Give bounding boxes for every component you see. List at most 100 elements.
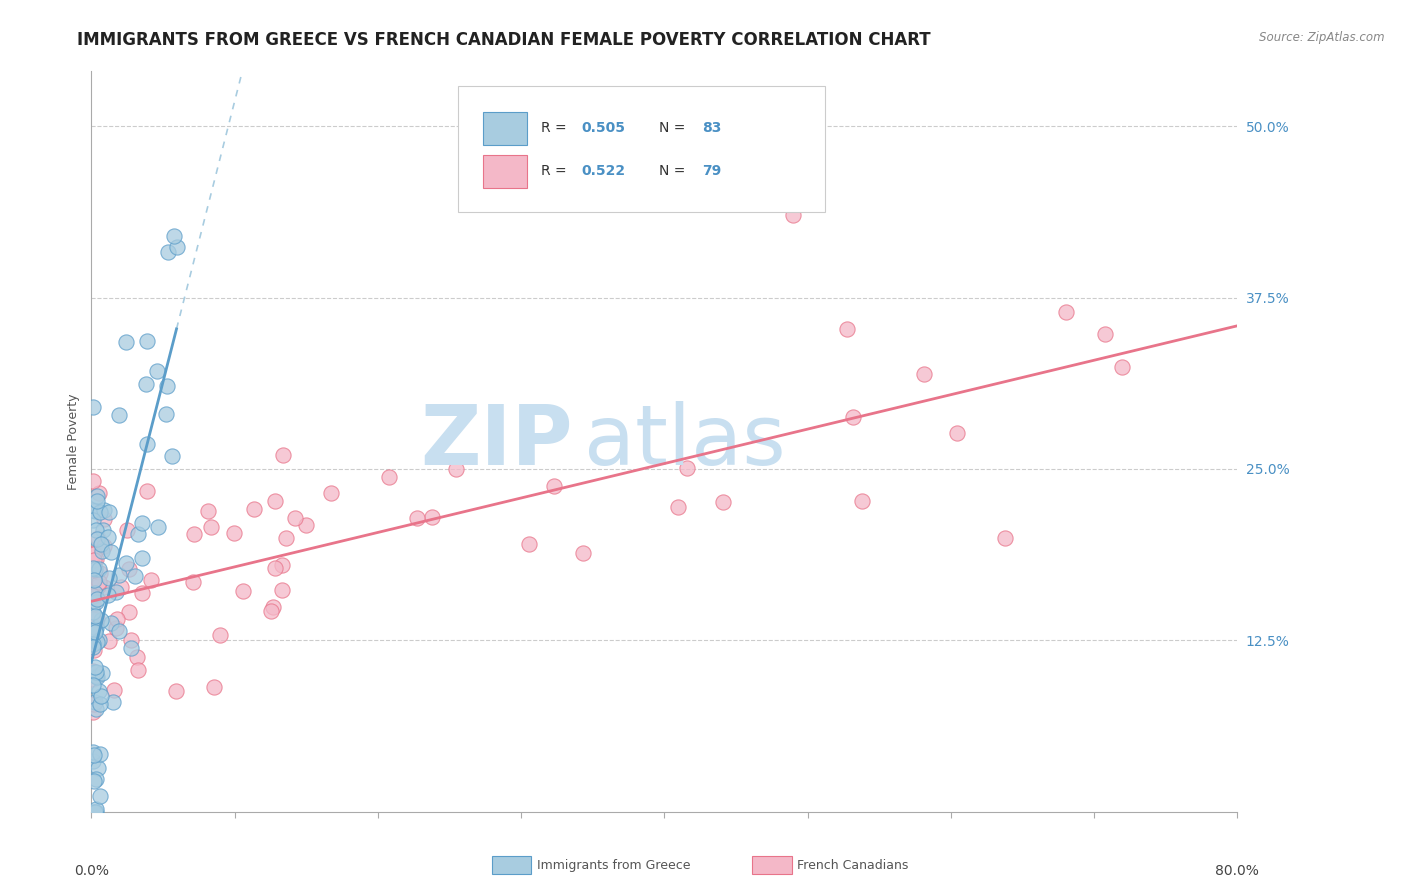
Point [82, 474, 104, 488]
Point [87, 683, 110, 698]
Text: French Canadians: French Canadians [797, 859, 908, 871]
Point [131, 586, 153, 600]
Text: 0.522: 0.522 [582, 164, 626, 178]
Point [127, 650, 149, 665]
Point [101, 695, 124, 709]
Point [264, 561, 287, 575]
Point [82, 589, 104, 603]
Point [82, 637, 104, 651]
Point [90, 543, 112, 558]
Point [105, 611, 128, 625]
Point [711, 495, 734, 509]
Point [97, 588, 120, 602]
Point [84, 669, 107, 683]
Point [319, 486, 342, 500]
Point [84, 551, 107, 566]
Point [157, 244, 180, 259]
Point [912, 368, 935, 382]
Y-axis label: Female Poverty: Female Poverty [67, 393, 80, 490]
Point [83, 545, 105, 559]
Point [124, 569, 146, 583]
Point [163, 228, 186, 243]
Point [517, 537, 540, 551]
Point [83, 695, 105, 709]
Point [197, 503, 219, 517]
Point [86, 702, 108, 716]
Point [181, 575, 204, 590]
Point [162, 449, 184, 463]
Point [97, 505, 120, 519]
Point [82, 605, 104, 619]
Text: R =: R = [540, 121, 571, 136]
Point [86, 671, 108, 685]
Point [90, 613, 112, 627]
Point [93, 539, 115, 553]
Point [82, 705, 104, 719]
Point [83, 573, 105, 587]
Point [90, 689, 112, 703]
Point [83, 643, 105, 657]
Point [156, 378, 179, 392]
Point [200, 519, 222, 533]
Point [1094, 327, 1116, 342]
Point [105, 621, 128, 635]
Point [145, 364, 167, 378]
Point [676, 461, 699, 475]
Point [115, 335, 138, 350]
Point [271, 558, 294, 572]
Point [86, 523, 108, 537]
Point [89, 747, 111, 761]
Text: 0.505: 0.505 [582, 121, 626, 136]
Point [1054, 304, 1077, 318]
Point [82, 561, 104, 575]
Point [1111, 359, 1133, 374]
Point [84, 562, 107, 576]
Point [444, 462, 467, 476]
Text: N =: N = [658, 164, 689, 178]
Point [108, 567, 131, 582]
Text: 83: 83 [702, 121, 721, 136]
Point [103, 682, 125, 697]
Point [84, 665, 107, 679]
Point [89, 697, 111, 711]
Point [83, 659, 105, 673]
Point [84, 805, 107, 819]
Point [84, 621, 107, 635]
Point [202, 680, 225, 694]
Text: Immigrants from Greece: Immigrants from Greece [537, 859, 690, 871]
Point [135, 334, 157, 348]
Point [86, 532, 108, 546]
Point [271, 448, 294, 462]
Point [87, 575, 110, 590]
Point [136, 437, 159, 451]
Point [83, 563, 105, 577]
Point [264, 493, 287, 508]
FancyBboxPatch shape [484, 155, 527, 188]
Point [155, 408, 177, 422]
Point [86, 612, 108, 626]
Point [91, 524, 114, 538]
Point [86, 635, 108, 649]
Point [110, 580, 132, 594]
Point [82, 513, 104, 527]
Point [270, 583, 292, 598]
Point [120, 632, 142, 647]
Point [835, 322, 858, 336]
Point [242, 501, 264, 516]
Point [166, 240, 188, 254]
Point [97, 530, 120, 544]
Point [93, 580, 115, 594]
Point [84, 669, 107, 683]
Point [83, 697, 105, 711]
Point [82, 678, 104, 692]
Point [420, 510, 443, 524]
Point [83, 748, 105, 763]
Point [82, 640, 104, 655]
Point [118, 606, 141, 620]
Text: N =: N = [658, 121, 689, 136]
Point [183, 527, 205, 541]
Point [274, 531, 297, 545]
Point [87, 760, 110, 774]
Point [82, 673, 104, 687]
Point [139, 573, 162, 587]
